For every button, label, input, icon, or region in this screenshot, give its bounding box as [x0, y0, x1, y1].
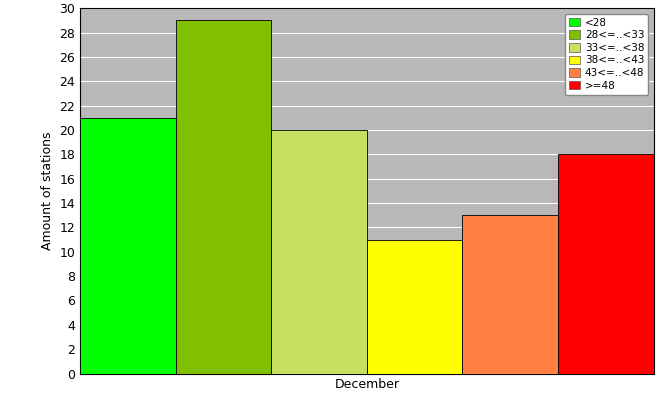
Bar: [558, 154, 654, 374]
Bar: [462, 215, 558, 374]
Legend: <28, 28<=..<33, 33<=..<38, 38<=..<43, 43<=..<48, >=48: <28, 28<=..<33, 33<=..<38, 38<=..<43, 43…: [565, 14, 648, 95]
Bar: [271, 130, 367, 374]
Bar: [80, 118, 175, 374]
Y-axis label: Amount of stations: Amount of stations: [41, 132, 54, 250]
Bar: [367, 239, 462, 374]
Bar: [175, 20, 271, 373]
